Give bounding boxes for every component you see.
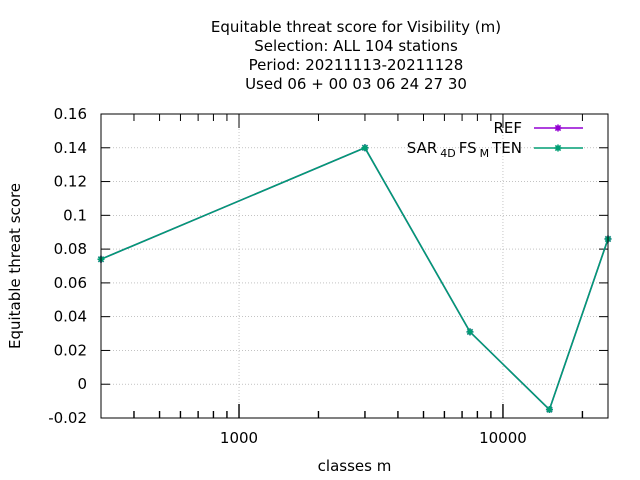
x-tick-label: 1000	[220, 429, 258, 447]
ticks: -0.02 0 0.02 0.04 0.06 0.08 0.1 0.12 0.14 0.16 100…	[48, 105, 608, 447]
x-axis-label: classes m	[318, 457, 392, 475]
legend-marker	[554, 124, 562, 132]
y-tick-label: 0.1	[63, 206, 87, 224]
x-tick-label: 10000	[479, 429, 527, 447]
grid	[101, 114, 608, 418]
series-line	[100, 146, 609, 412]
legend-label: REF	[493, 119, 522, 137]
chart-title: Equitable threat score for Visibility (m…	[211, 18, 501, 93]
legend: REF SAR 4D FS M TEN	[407, 119, 583, 160]
series	[97, 144, 612, 414]
legend-label: SAR 4D FS M TEN	[407, 139, 522, 160]
y-tick-label: 0.08	[54, 240, 87, 258]
y-tick-label: 0.14	[54, 139, 87, 157]
legend-marker	[554, 144, 562, 152]
y-tick-label: 0.06	[54, 274, 87, 292]
y-tick-label: 0.16	[54, 105, 87, 123]
series-line	[100, 146, 609, 412]
y-tick-label: 0.12	[54, 173, 87, 191]
y-tick-label: -0.02	[48, 409, 87, 427]
y-tick-label: 0.04	[54, 308, 87, 326]
plot-border	[100, 113, 609, 419]
title-line: Period: 20211113-20211128	[249, 56, 464, 74]
title-line: Equitable threat score for Visibility (m…	[211, 18, 501, 36]
y-tick-label: 0	[77, 375, 87, 393]
y-tick-label: 0.02	[54, 341, 87, 359]
y-axis-label: Equitable threat score	[6, 183, 24, 349]
data-point	[361, 144, 369, 152]
title-line: Used 06 + 00 03 06 24 27 30	[245, 75, 467, 93]
data-point	[545, 406, 553, 414]
title-line: Selection: ALL 104 stations	[254, 37, 458, 55]
data-point	[466, 328, 474, 336]
